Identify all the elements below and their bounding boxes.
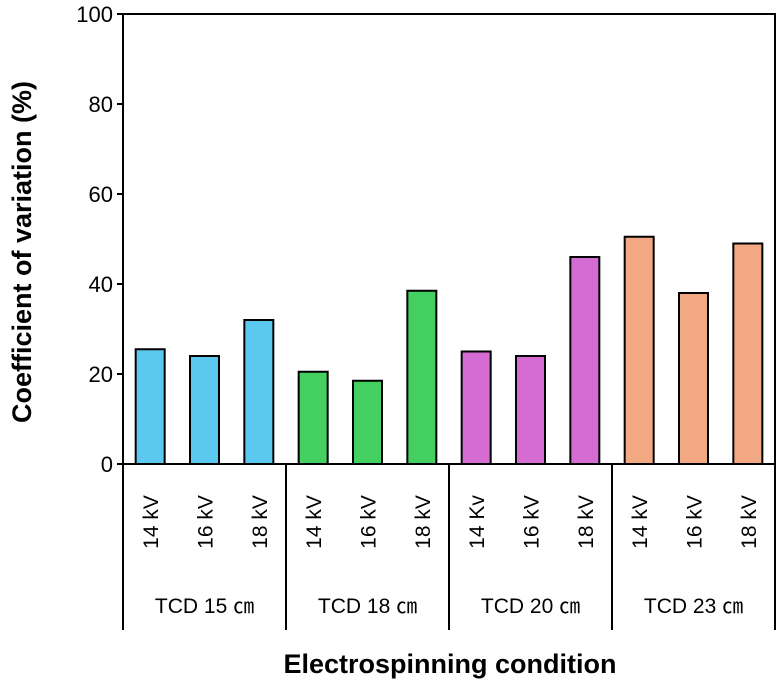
y-tick-label: 40 <box>89 272 113 297</box>
x-axis-categories: 14 kV 16 kV 18 kV 14 kV 16 kV 18 kV 14 Kv 16 kV… <box>140 495 761 549</box>
bar <box>732 242 764 465</box>
x-axis-groups: TCD 15 ㎝ TCD 18 ㎝ TCD 20 ㎝ TCD 23 ㎝ <box>122 464 776 630</box>
x-category-label: 14 Kv <box>466 495 489 549</box>
y-tick-label: 80 <box>89 92 113 117</box>
plot-frame <box>122 13 776 465</box>
x-category-label: 18 kV <box>249 495 272 549</box>
bar <box>406 289 438 465</box>
y-tick-label: 0 <box>101 452 113 477</box>
y-axis-ticks: 0 20 40 60 80 100 <box>76 2 123 477</box>
x-category-label: 14 kV <box>629 495 652 549</box>
bars <box>134 235 764 465</box>
x-group-label: TCD 20 ㎝ <box>481 595 580 618</box>
y-tick-label: 20 <box>89 362 113 387</box>
x-category-label: 18 kV <box>738 495 761 549</box>
y-axis-title: Coefficient of variation (%) <box>7 81 37 423</box>
x-group-label: TCD 18 ㎝ <box>318 595 417 618</box>
x-category-label: 16 kV <box>684 495 707 549</box>
y-tick-label: 100 <box>76 2 113 27</box>
x-group-label: TCD 15 ㎝ <box>155 595 254 618</box>
y-tick-label: 60 <box>89 182 113 207</box>
bar <box>297 370 329 465</box>
bar <box>678 292 709 465</box>
x-category-label: 16 kV <box>521 495 544 549</box>
bar <box>243 319 275 465</box>
x-category-label: 14 kV <box>140 495 163 549</box>
bar <box>134 348 166 465</box>
x-category-label: 18 kV <box>412 495 435 549</box>
bar <box>460 350 492 465</box>
bar <box>569 256 601 465</box>
bar <box>623 235 655 465</box>
x-axis-title: Electrospinning condition <box>284 649 617 679</box>
bar <box>515 355 546 465</box>
bar <box>189 355 220 465</box>
bar <box>352 379 383 465</box>
x-group-label: TCD 23 ㎝ <box>644 595 743 618</box>
x-category-label: 18 kV <box>575 495 598 549</box>
x-category-label: 14 kV <box>303 495 326 549</box>
x-category-label: 16 kV <box>195 495 218 549</box>
x-category-label: 16 kV <box>358 495 381 549</box>
plot-area <box>122 13 776 465</box>
